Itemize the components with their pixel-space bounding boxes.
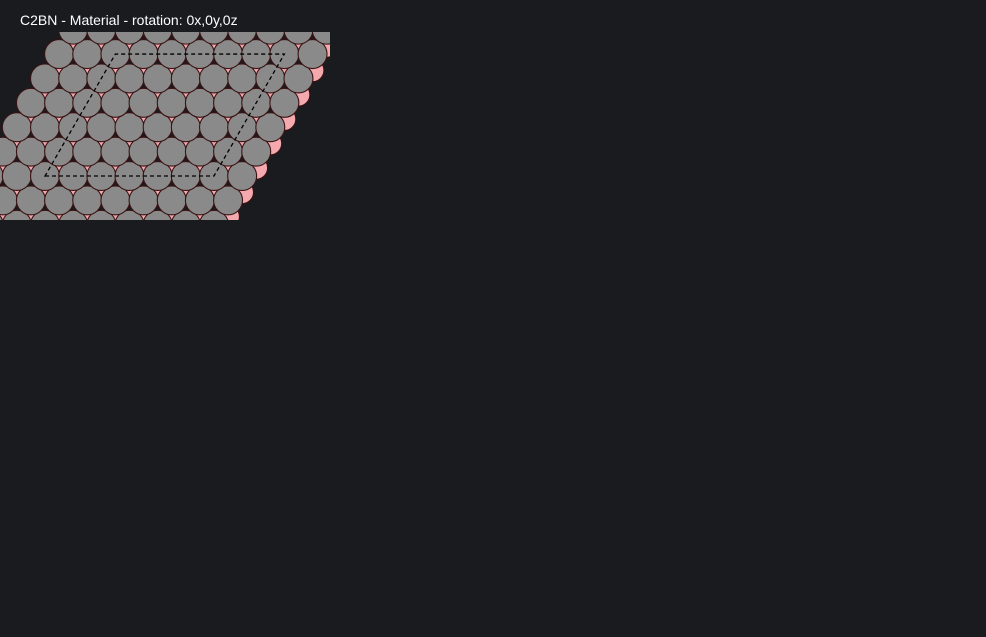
svg-text:C2BN - Material - rotation: 0x: C2BN - Material - rotation: 0x,0y,0z <box>20 12 238 28</box>
